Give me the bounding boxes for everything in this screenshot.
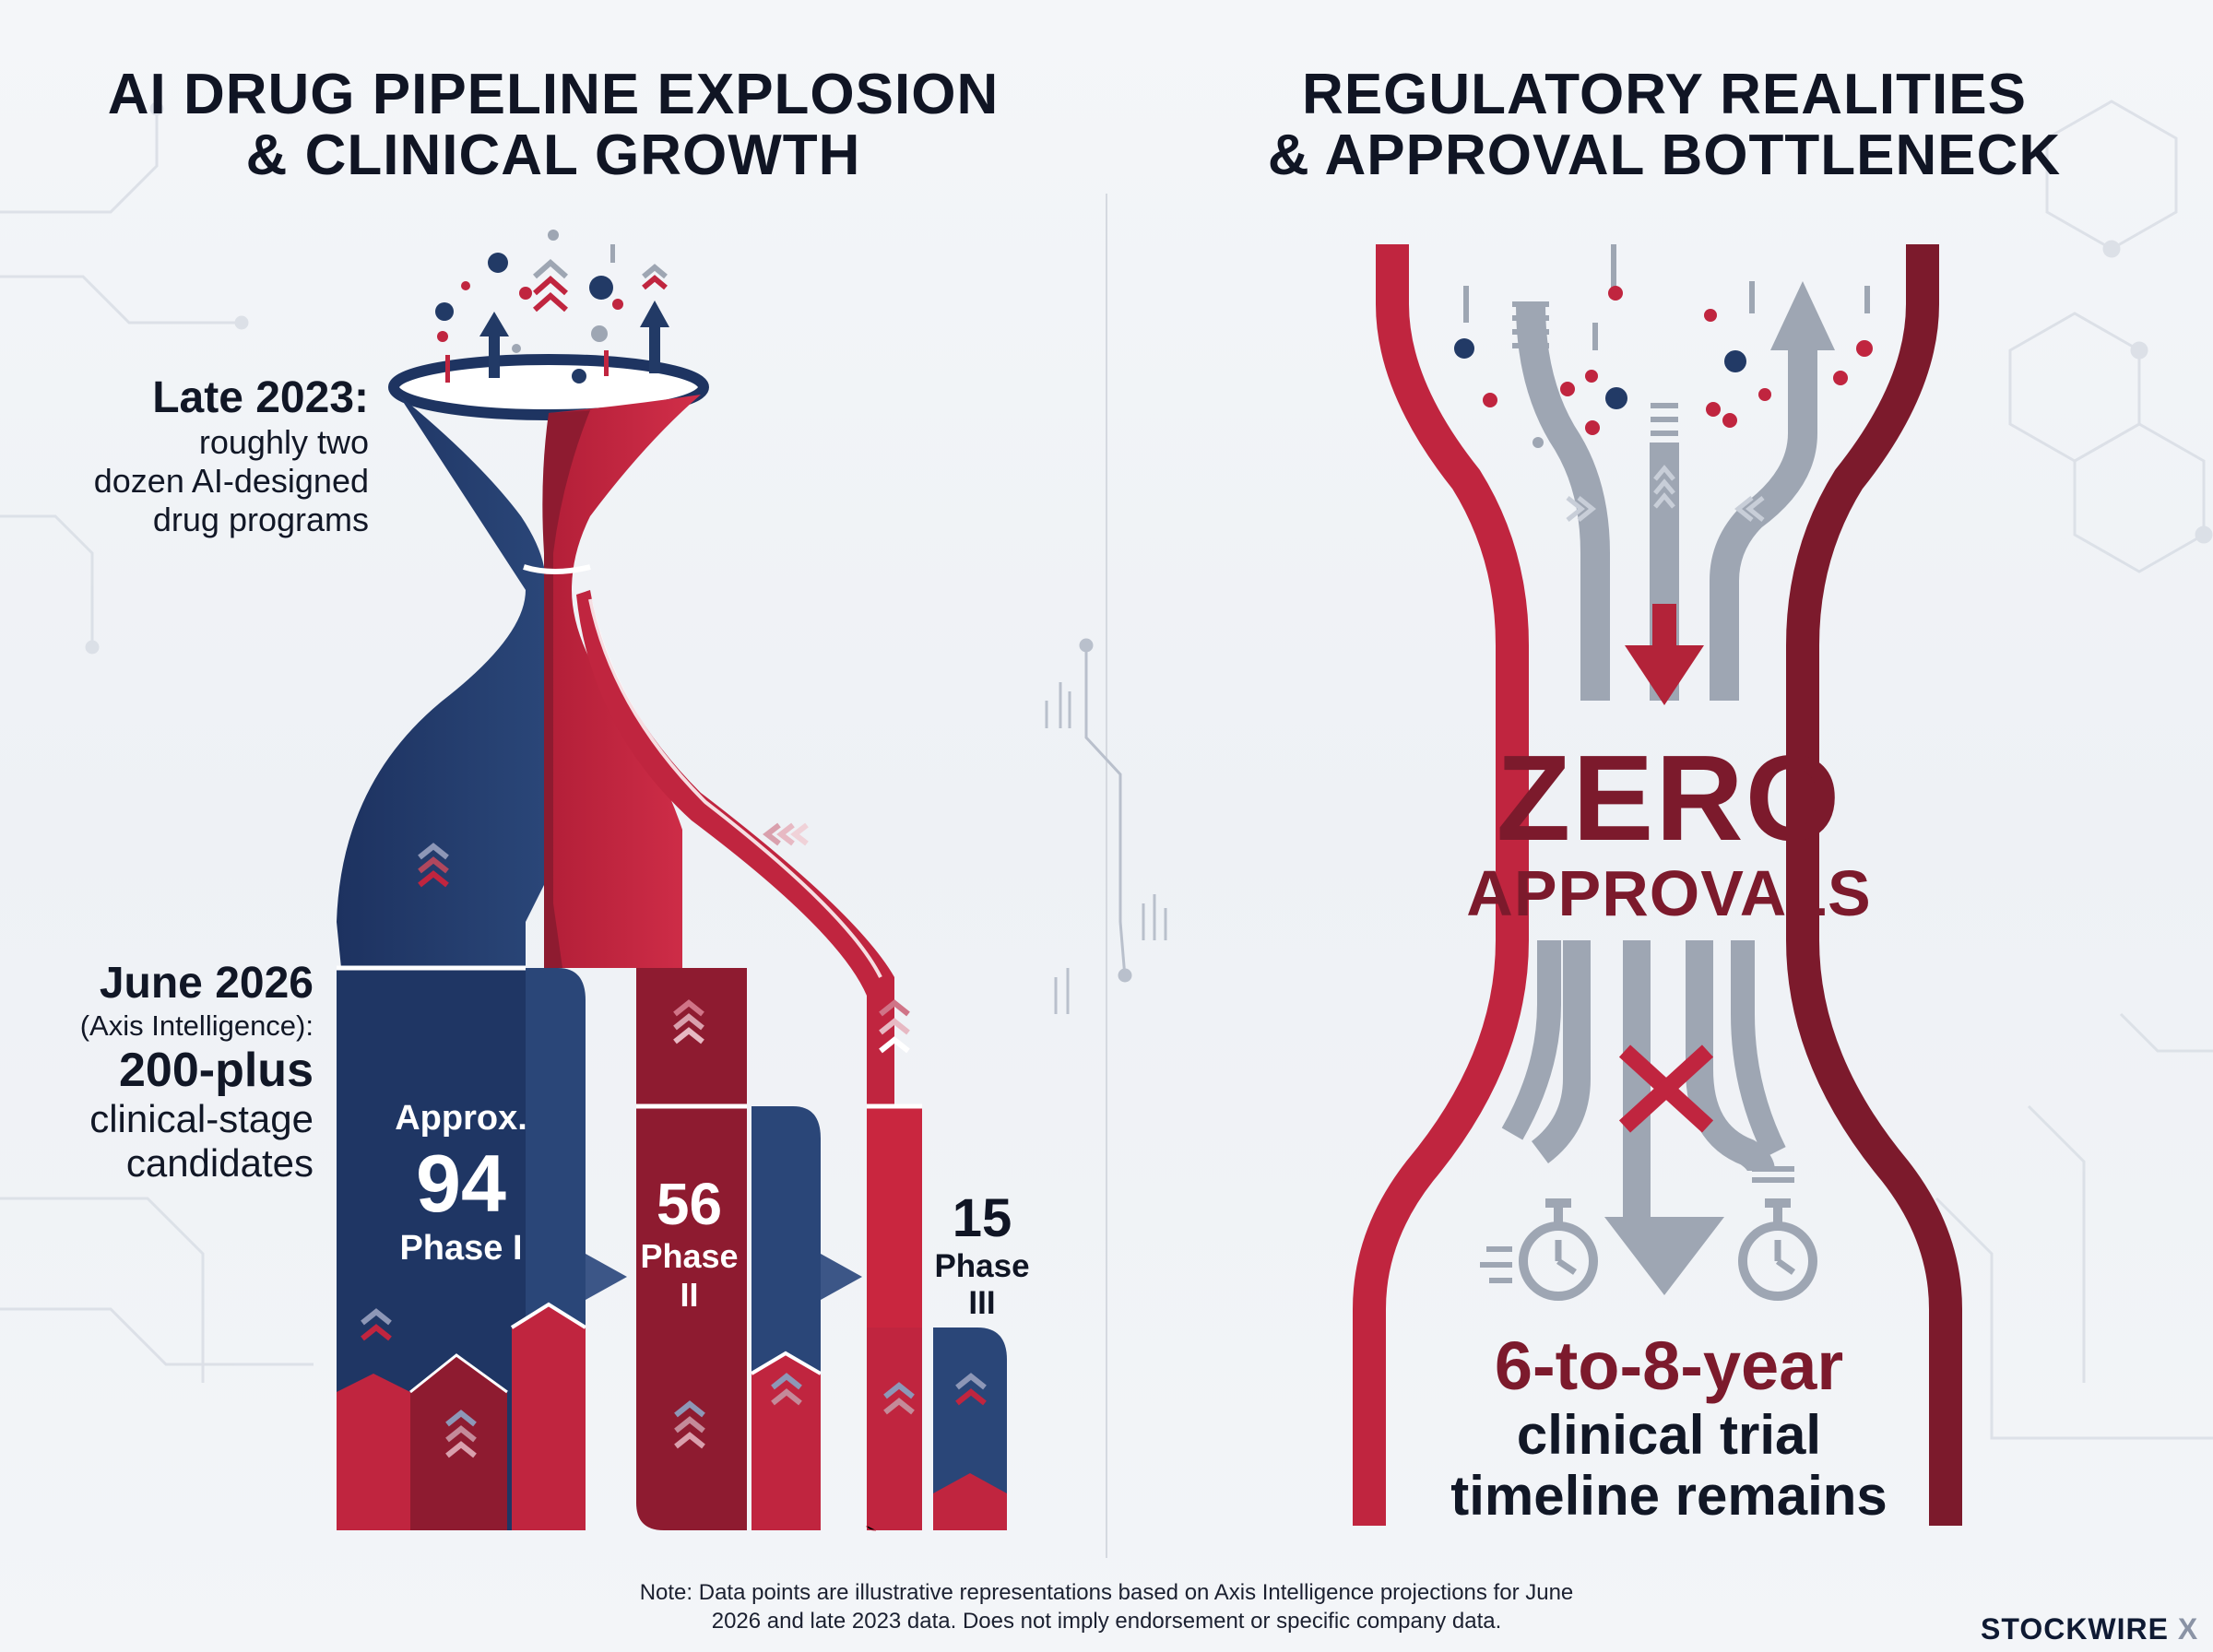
phase3-name-line1: Phase	[934, 1248, 1030, 1284]
left-title-line1: AI DRUG PIPELINE EXPLOSION	[107, 63, 1000, 126]
phase2-name-line2: II	[680, 1276, 699, 1314]
left-wall	[1353, 244, 1529, 1526]
phase1-label: Approx. 94 Phase I	[369, 1097, 553, 1268]
phase2-arrow	[821, 1254, 862, 1300]
phase1-prefix: Approx.	[395, 1099, 527, 1138]
timeline-statement: 6-to-8-year clinical trial timeline rema…	[1355, 1328, 1982, 1527]
down-arrow-icon	[1625, 645, 1704, 705]
upward-arrow-icon	[1770, 281, 1835, 350]
right-wall	[1786, 244, 1962, 1526]
data-particles	[1454, 286, 1873, 448]
brand-logo: STOCKWIRE X	[1981, 1612, 2198, 1646]
funnel-cone-navy	[337, 395, 544, 968]
divider-circuit	[1045, 638, 1167, 1014]
data-particles	[435, 230, 623, 384]
brand-name: STOCKWIRE	[1981, 1612, 2169, 1646]
note-line1: Note: Data points are illustrative repre…	[639, 1580, 1574, 1605]
june-2026-line1: clinical-stage	[89, 1097, 314, 1140]
late-2023-line2: dozen AI-designed	[93, 462, 369, 500]
june-2026-source: (Axis Intelligence):	[79, 1009, 314, 1042]
late-2023-line3: drug programs	[152, 501, 369, 538]
gray-lane-1	[1516, 303, 1610, 701]
stopwatch-icon	[1480, 1198, 1598, 1301]
right-panel-title: REGULATORY REALITIES & APPROVAL BOTTLENE…	[1153, 65, 2176, 186]
phase3-label: 15 Phase III	[922, 1189, 1042, 1322]
footer-note: Note: Data points are illustrative repre…	[590, 1578, 1623, 1635]
funnel-cone-red	[549, 395, 701, 968]
background-decoration	[0, 100, 2213, 1440]
timeline-years: 6-to-8-year	[1494, 1328, 1844, 1404]
down-arrow-icon	[1604, 1217, 1724, 1295]
phase1-arrow	[586, 1254, 627, 1300]
phase2-label: 56 Phase II	[636, 1171, 742, 1315]
right-title-line2: & APPROVAL BOTTLENECK	[1267, 124, 2062, 187]
phase3-bar	[933, 1328, 1007, 1530]
upward-arrow-icon	[479, 258, 669, 378]
phase1-name: Phase I	[399, 1229, 523, 1268]
june-2026-heading: June 2026	[99, 959, 314, 1008]
late-2023-heading: Late 2023:	[152, 373, 369, 422]
funnel-neck-band	[523, 564, 591, 574]
timeline-line2: timeline remains	[1450, 1465, 1888, 1527]
cross-icon	[1618, 1044, 1714, 1133]
left-panel-title: AI DRUG PIPELINE EXPLOSION & CLINICAL GR…	[55, 65, 1051, 186]
pipeline-funnel	[337, 230, 1007, 1531]
late-2023-annotation: Late 2023: roughly two dozen AI-designed…	[37, 373, 369, 539]
phase2-value: 56	[656, 1171, 723, 1237]
left-title-line2: & CLINICAL GROWTH	[245, 124, 861, 187]
bottleneck-diagram	[1353, 244, 1962, 1526]
chevron-icon	[1566, 465, 1765, 522]
stopwatch-icon	[1738, 1198, 1817, 1301]
brand-mark: X	[2177, 1612, 2199, 1646]
gray-lane-3	[1710, 341, 1817, 701]
phase2-name-line1: Phase	[640, 1237, 739, 1275]
june-2026-annotation: June 2026 (Axis Intelligence): 200-plus …	[28, 959, 314, 1186]
late-2023-line1: roughly two	[198, 423, 369, 461]
phase1-value: 94	[416, 1138, 506, 1229]
funnel-cone-maroon	[542, 410, 590, 968]
right-title-line1: REGULATORY REALITIES	[1302, 63, 2027, 126]
stream-to-phase3	[576, 590, 894, 1106]
june-2026-line2: candidates	[125, 1141, 314, 1185]
stream-highlight	[588, 598, 882, 978]
phase3-name-line2: III	[968, 1285, 996, 1321]
timeline-line1: clinical trial	[1516, 1404, 1822, 1466]
zero-approvals-headline: ZERO APPROVALS	[1365, 730, 1973, 929]
chevron-icon	[361, 822, 987, 1458]
zero-text: ZERO	[1496, 730, 1842, 866]
phase3-value: 15	[952, 1188, 1012, 1248]
note-line2: 2026 and late 2023 data. Does not imply …	[711, 1609, 1502, 1634]
june-2026-count: 200-plus	[119, 1044, 314, 1097]
approvals-text: APPROVALS	[1466, 857, 1872, 929]
